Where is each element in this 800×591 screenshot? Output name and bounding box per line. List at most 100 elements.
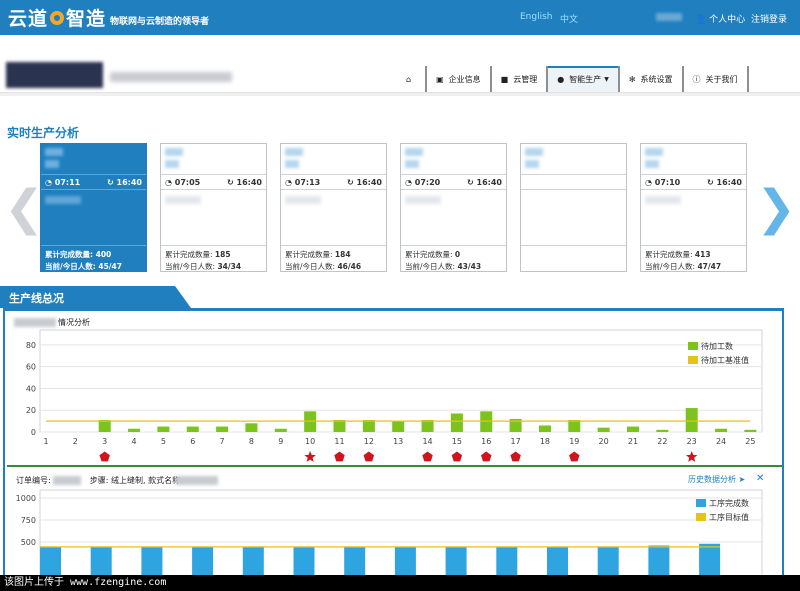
- bar: [715, 428, 728, 432]
- bar: [186, 426, 199, 432]
- close-icon[interactable]: ✕: [756, 473, 765, 484]
- completed-value: 400: [95, 250, 112, 259]
- y-tick-label: 750: [21, 516, 36, 525]
- nav-cloud-management[interactable]: ■ 云管理: [492, 66, 549, 92]
- y-tick-label: 500: [21, 538, 36, 547]
- y-tick-label: 20: [26, 406, 36, 415]
- carousel-prev-icon[interactable]: ❮: [4, 180, 45, 236]
- card-stats: 累计完成数量: 400 当前/今日人数: 45/47: [41, 245, 146, 273]
- card-stats: 累计完成数量: 185 当前/今日人数: 34/34: [161, 245, 266, 273]
- line-card[interactable]: ◔ 07:13 ↻ 16:40 累计完成数量: 184 当前/今日人数: 46/46: [280, 143, 387, 272]
- line-card[interactable]: ◔ 07:10 ↻ 16:40 累计完成数量: 413 当前/今日人数: 47/47: [640, 143, 747, 272]
- line-name: [165, 148, 183, 156]
- pentagon-marker: [569, 451, 580, 462]
- completed-label: 累计完成数量:: [45, 250, 93, 259]
- completed-label: 累计完成数量:: [285, 250, 333, 259]
- logout-link[interactable]: 注销登录: [751, 15, 788, 25]
- company-name: [110, 72, 232, 82]
- user-center-link[interactable]: 👤 个人中心: [695, 12, 745, 25]
- x-tick-label: 20: [599, 437, 609, 446]
- bar: [216, 426, 229, 432]
- x-tick-label: 19: [569, 437, 579, 446]
- people-label: 当前/今日人数:: [645, 262, 696, 271]
- people-row: 当前/今日人数: 43/43: [405, 261, 502, 273]
- shift-end: ↻ 16:40: [707, 178, 742, 187]
- completed-row: 累计完成数量: 0: [405, 249, 502, 261]
- bar: [421, 420, 434, 432]
- x-tick-label: 11: [334, 437, 344, 446]
- carousel-next-icon[interactable]: ❯: [756, 180, 797, 236]
- nav-company-info[interactable]: ▣ 企业信息: [427, 66, 492, 92]
- x-tick-label: 2: [73, 437, 78, 446]
- x-tick-label: 15: [452, 437, 462, 446]
- bar: [274, 428, 287, 432]
- x-tick-label: 14: [422, 437, 432, 446]
- overview-tab[interactable]: 生产线总况: [0, 286, 191, 308]
- line-card[interactable]: ◔ 07:05 ↻ 16:40 累计完成数量: 185 当前/今日人数: 34/34: [160, 143, 267, 272]
- completed-label: 累计完成数量:: [165, 250, 213, 259]
- nav-system-settings[interactable]: ✻ 系统设置: [620, 66, 684, 92]
- x-tick-label: 7: [220, 437, 225, 446]
- shift-start-time: 07:11: [54, 178, 81, 187]
- section-divider: [7, 465, 782, 467]
- y-tick-label: 60: [26, 363, 36, 372]
- bar: [245, 423, 258, 432]
- refresh-icon: ↻: [347, 178, 354, 187]
- clock-icon: ◔: [45, 178, 52, 187]
- line-name: [45, 148, 63, 156]
- shift-end: ↻ 16:40: [347, 178, 382, 187]
- people-row: 当前/今日人数: 47/47: [645, 261, 742, 273]
- shift-start-time: 07:05: [174, 178, 201, 187]
- info-icon: ⓘ: [692, 74, 701, 84]
- line-card[interactable]: [520, 143, 627, 272]
- line-card[interactable]: ◔ 07:20 ↻ 16:40 累计完成数量: 0 当前/今日人数: 43/43: [400, 143, 507, 272]
- nav-system-settings-label: 系统设置: [640, 74, 673, 84]
- completed-value: 0: [454, 250, 461, 259]
- line-name: [405, 148, 423, 156]
- refresh-icon: ↻: [467, 178, 474, 187]
- lang-english-link[interactable]: English: [520, 12, 553, 22]
- nav-smart-production-label: 智能生产: [569, 74, 602, 84]
- refresh-icon: ↻: [227, 178, 234, 187]
- people-row: 当前/今日人数: 46/46: [285, 261, 382, 273]
- completed-value: 413: [694, 250, 711, 259]
- shift-end-time: 16:40: [716, 178, 742, 187]
- people-value: 46/46: [337, 262, 362, 271]
- shift-end-time: 16:40: [236, 178, 262, 187]
- nav-company-info-label: 企业信息: [448, 74, 481, 84]
- shift-end: ↻ 16:40: [107, 178, 142, 187]
- people-row: 当前/今日人数: 45/47: [45, 261, 142, 273]
- line-status: [45, 196, 81, 204]
- logo[interactable]: 云道 智造 物联网与云制造的领导者: [8, 4, 209, 30]
- shift-times: ◔ 07:10 ↻ 16:40: [641, 174, 746, 190]
- nav-divider: [0, 92, 800, 96]
- watermark-footer: 该图片上传于 www.fzengine.com: [0, 575, 800, 591]
- nav-about-us[interactable]: ⓘ 关于我们: [684, 66, 749, 92]
- people-value: 45/47: [98, 262, 122, 271]
- x-tick-label: 5: [161, 437, 166, 446]
- username: [656, 13, 682, 21]
- clock-icon: ◔: [645, 178, 652, 187]
- legend-label: 待加工数: [701, 341, 733, 351]
- line-status: [405, 196, 441, 204]
- card-stats: 累计完成数量: 413 当前/今日人数: 47/47: [641, 245, 746, 273]
- clock-icon: ◔: [405, 178, 412, 187]
- people-row: 当前/今日人数: 34/34: [165, 261, 262, 273]
- bar: [450, 413, 463, 432]
- pentagon-marker: [334, 451, 345, 462]
- y-tick-label: 80: [26, 341, 36, 350]
- lang-chinese-link[interactable]: 中文: [560, 15, 579, 25]
- line-card[interactable]: ◔ 07:11 ↻ 16:40 累计完成数量: 400 当前/今日人数: 45/47: [40, 143, 147, 272]
- line-status: [165, 196, 201, 204]
- nav-smart-production[interactable]: ● 智能生产 ▼: [548, 66, 620, 92]
- shift-end: ↻ 16:40: [227, 178, 262, 187]
- nav-home[interactable]: ⌂: [397, 66, 428, 92]
- briefcase-icon: ■: [500, 74, 509, 84]
- bar: [656, 429, 669, 432]
- line-sub-name: [165, 160, 179, 168]
- x-tick-label: 22: [657, 437, 667, 446]
- bar: [597, 427, 610, 432]
- history-analysis-link[interactable]: 历史数据分析 ➤: [688, 475, 746, 484]
